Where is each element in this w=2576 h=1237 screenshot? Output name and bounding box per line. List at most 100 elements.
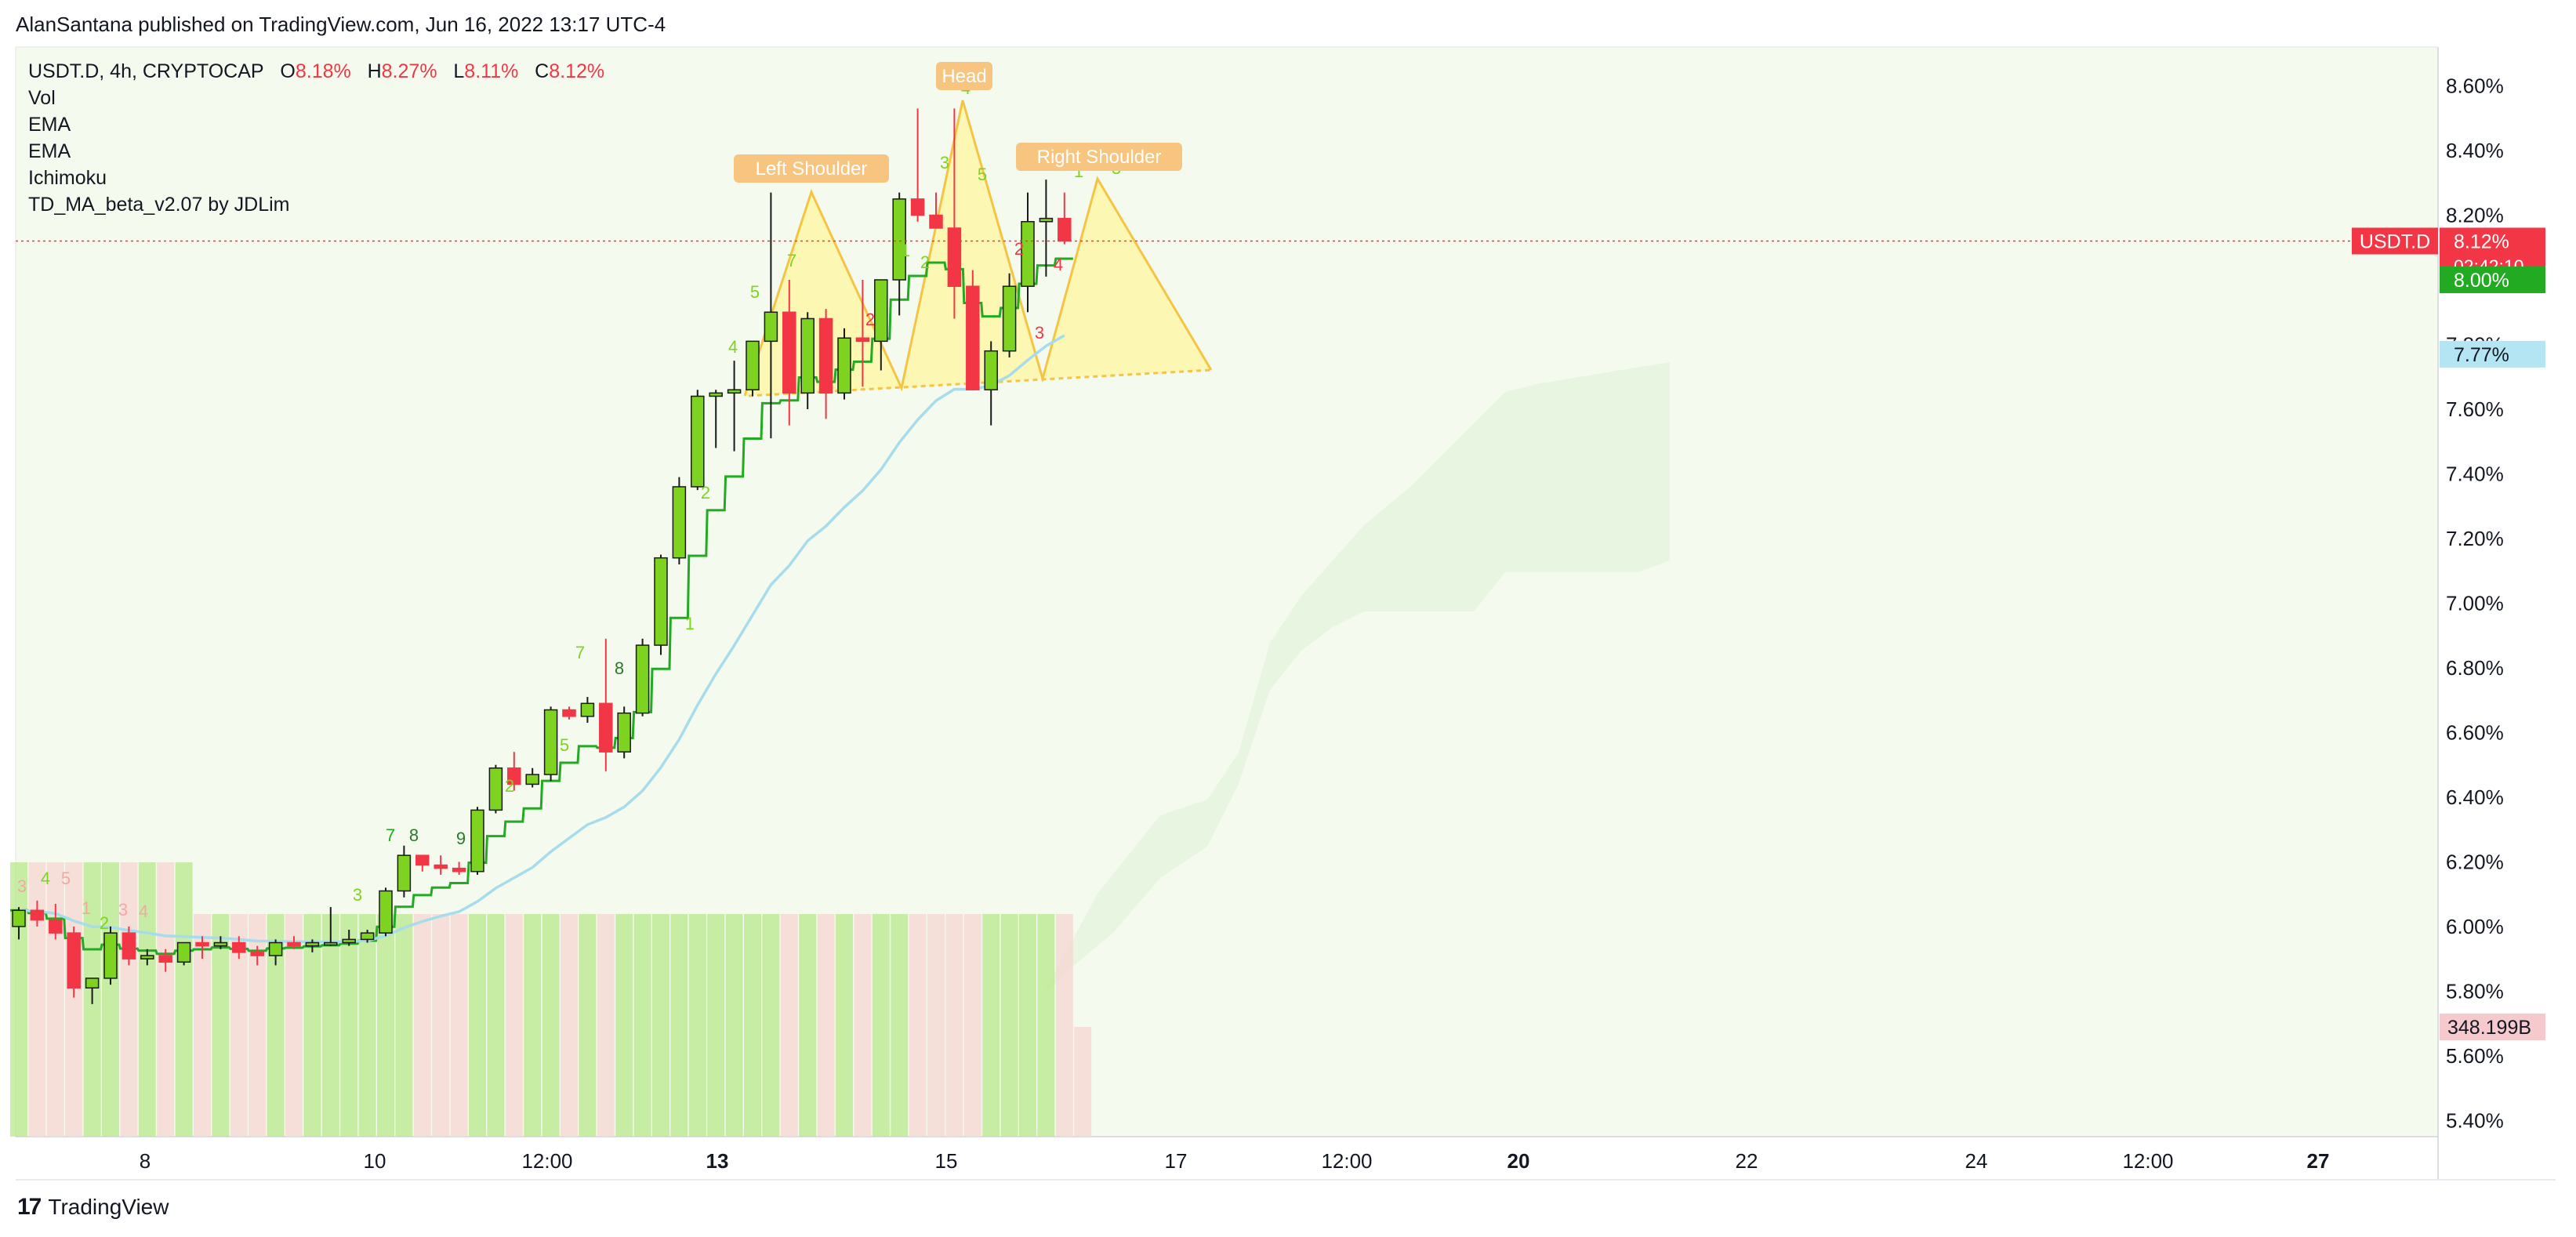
x-tick-label: 12:00 xyxy=(521,1149,572,1173)
candle-body xyxy=(342,938,356,944)
candle-body xyxy=(452,867,466,872)
symbol-tag: USDT.D xyxy=(2360,230,2430,252)
indicator-ema-1[interactable]: EMA xyxy=(28,114,71,136)
candle-body xyxy=(287,941,301,947)
x-tick-label: 20 xyxy=(1508,1149,1530,1173)
volume-bar xyxy=(505,914,523,1137)
close-label: C xyxy=(535,60,550,82)
indicator-ema-2[interactable]: EMA xyxy=(28,140,71,162)
candle xyxy=(1002,273,1017,357)
y-tick-label: 5.40% xyxy=(2446,1108,2504,1132)
price-labels: USDT.D 8.12%02:42:108.00%7.77%348.199B xyxy=(2352,227,2545,1040)
volume-bar xyxy=(46,862,64,1137)
candle xyxy=(360,930,375,943)
candle xyxy=(635,638,650,716)
td-number: 5 xyxy=(750,282,760,302)
volume-value: 348.199B xyxy=(2447,1017,2531,1039)
candle xyxy=(415,854,430,872)
y-tick-label: 7.20% xyxy=(2446,527,2504,550)
x-tick-label: 13 xyxy=(706,1149,729,1173)
td-number: 2 xyxy=(920,252,930,272)
candle-body xyxy=(324,941,338,946)
pattern-outline xyxy=(743,100,1213,397)
volume-bar xyxy=(854,914,872,1137)
volume-bar xyxy=(561,914,578,1137)
x-tick-label: 10 xyxy=(364,1149,386,1173)
indicator-td-ma[interactable]: TD_MA_beta_v2.07 by JDLim xyxy=(28,194,290,216)
close-value: 8.12% xyxy=(549,60,605,82)
candle xyxy=(67,926,81,998)
footer-brand-text: TradingView xyxy=(48,1195,169,1219)
candle xyxy=(580,697,595,724)
volume-bar xyxy=(1037,914,1055,1137)
candle-body xyxy=(855,337,870,343)
low-label: L xyxy=(453,60,465,82)
volume-bar xyxy=(963,914,981,1137)
volume-bar xyxy=(982,914,1000,1137)
candle-body xyxy=(892,198,906,281)
candle-body xyxy=(525,774,539,785)
candle-body xyxy=(984,350,998,390)
candle xyxy=(782,279,796,426)
candle xyxy=(488,764,503,814)
candle xyxy=(122,926,136,966)
volume-bar xyxy=(65,862,83,1137)
pattern-label: Left Shoulder xyxy=(756,158,868,180)
td-number: 2 xyxy=(1014,239,1024,259)
candle xyxy=(434,855,448,875)
candle xyxy=(507,752,521,791)
x-tick-label: 8 xyxy=(140,1149,151,1173)
volume-bar xyxy=(469,914,486,1137)
y-tick-label: 7.40% xyxy=(2446,462,2504,485)
volume-bar xyxy=(267,914,285,1137)
candle xyxy=(746,340,760,397)
volume-bar xyxy=(212,914,230,1137)
volume-bar xyxy=(542,914,560,1137)
candle xyxy=(379,887,393,937)
x-tick-label: 15 xyxy=(935,1149,958,1173)
candle xyxy=(324,907,338,946)
ema-lines xyxy=(10,257,1073,956)
ema2-price-value: 7.77% xyxy=(2454,344,2509,366)
candle xyxy=(984,341,998,426)
volume-bar xyxy=(487,914,505,1137)
legend-symbol-row: USDT.D, 4h, CRYPTOCAP O8.18% H8.27% L8.1… xyxy=(28,58,604,85)
candle-body xyxy=(397,854,412,892)
last-price-value: 8.12% xyxy=(2454,230,2509,252)
td-number: 8 xyxy=(615,658,624,678)
volume-bar xyxy=(175,862,193,1137)
candle xyxy=(250,945,264,966)
y-tick-label: 8.40% xyxy=(2446,139,2504,162)
candle xyxy=(268,939,283,966)
x-tick-label: 22 xyxy=(1736,1149,1758,1173)
pattern-label-bg xyxy=(1016,143,1182,171)
indicator-vol[interactable]: Vol xyxy=(28,87,56,109)
td-number: 3 xyxy=(17,876,27,896)
td-number: 2 xyxy=(865,310,875,329)
candle xyxy=(1021,192,1035,313)
volume-bar xyxy=(10,862,27,1137)
candle-body xyxy=(709,392,723,397)
y-tick-label: 5.80% xyxy=(2446,979,2504,1003)
candle-body xyxy=(415,854,430,866)
td-number: 4 xyxy=(1054,255,1063,274)
candle-body xyxy=(654,557,668,646)
candle-body xyxy=(12,909,26,927)
y-tick-label: 6.00% xyxy=(2446,915,2504,938)
volume-bar xyxy=(194,914,211,1137)
td-number: 4 xyxy=(728,337,738,357)
candle-body xyxy=(268,941,283,956)
volume-bar xyxy=(799,914,817,1137)
candle-body xyxy=(30,909,45,921)
td-sequential-numbers: 34512343789258712457212345234123Left Sho… xyxy=(17,62,1182,933)
candle xyxy=(49,904,63,940)
x-tick-label: 17 xyxy=(1165,1149,1188,1173)
indicator-ichimoku[interactable]: Ichimoku xyxy=(28,167,107,189)
volume-bar xyxy=(413,914,431,1137)
volume-bar xyxy=(633,914,651,1137)
y-tick-label: 8.60% xyxy=(2446,74,2504,97)
candle xyxy=(800,312,815,409)
volume-bar xyxy=(340,914,358,1137)
candle-body xyxy=(929,214,943,229)
